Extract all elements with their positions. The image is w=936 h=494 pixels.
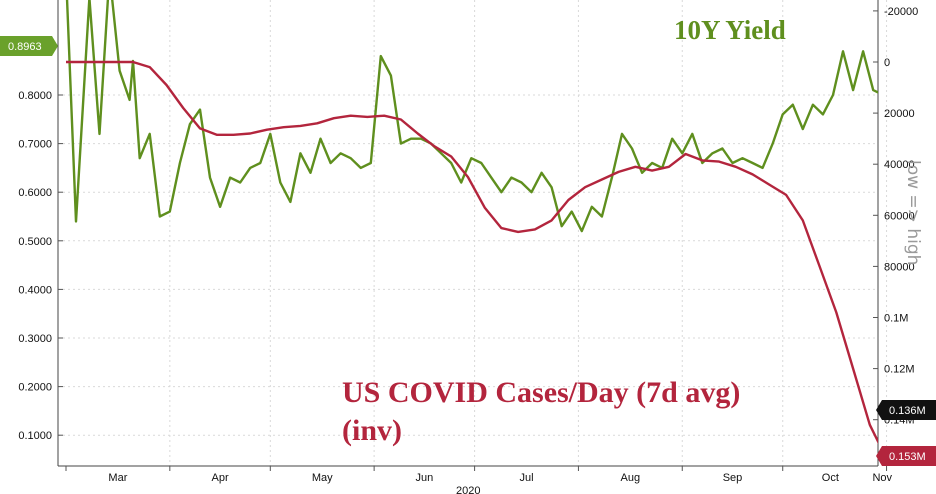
right-tick-label: 80000	[884, 261, 915, 273]
left-axis-ticks: 0.8000 0.7000 0.6000 0.5000 0.4000 0.3000 0.20…	[18, 90, 63, 442]
x-tick-label: Nov	[872, 472, 892, 484]
yield-series-title: 10Y Yield	[674, 15, 786, 45]
yield-series-line	[65, 0, 878, 233]
x-tick-label: Aug	[621, 472, 641, 484]
axes	[57, 0, 879, 467]
yield-badge-pointer	[52, 36, 58, 56]
x-axis-ticks: Mar Apr May Jun Jul Aug Sep Oct Nov	[65, 466, 893, 484]
left-tick-label: 0.6000	[18, 187, 52, 199]
left-tick-label: 0.3000	[18, 333, 52, 345]
year-label: 2020	[456, 485, 480, 494]
cases-series-title: US COVID Cases/Day (7d avg)	[342, 376, 740, 409]
right-tick-label: 40000	[884, 159, 915, 171]
right-tick-label: -20000	[884, 6, 918, 18]
left-tick-label: 0.8000	[18, 90, 52, 102]
right-tick-label: 20000	[884, 108, 915, 120]
cases-badge-dark-pointer	[876, 400, 882, 420]
cases-series-line	[66, 60, 878, 445]
grid-lines	[58, 0, 888, 466]
right-tick-label: 0	[884, 57, 890, 69]
right-tick-label: 0.1M	[884, 313, 908, 325]
cases-badge-dark-value: 0.136M	[889, 405, 926, 417]
left-tick-label: 0.1000	[18, 430, 52, 442]
x-tick-label: May	[312, 472, 333, 484]
yield-badge-value: 0.8963	[8, 41, 42, 53]
right-tick-label: 0.12M	[884, 364, 915, 376]
plot-area	[58, 0, 878, 466]
right-tick-label: 60000	[884, 210, 915, 222]
series-lines	[65, 0, 878, 445]
right-axis-direction-label: low => high	[903, 160, 923, 265]
cases-badge-red-box	[882, 446, 936, 466]
left-tick-label: 0.2000	[18, 382, 52, 394]
cases-badge-red: 0.153M	[876, 446, 936, 466]
x-tick-label: Jun	[415, 472, 433, 484]
plot-background	[58, 0, 878, 466]
yield-badge-box	[0, 36, 52, 56]
cases-series-title-inv: (inv)	[342, 414, 402, 447]
left-tick-label: 0.7000	[18, 139, 52, 151]
yield-last-badge: 0.8963	[0, 36, 58, 56]
x-tick-label: Apr	[212, 472, 229, 484]
left-tick-label: 0.4000	[18, 284, 52, 296]
cases-badge-dark: 0.136M	[876, 400, 936, 420]
x-tick-label: Oct	[822, 472, 839, 484]
x-tick-label: Jul	[519, 472, 533, 484]
cases-badge-red-pointer	[876, 446, 882, 466]
x-tick-label: Mar	[108, 472, 127, 484]
left-tick-label: 0.5000	[18, 236, 52, 248]
cases-badge-dark-box	[882, 400, 936, 420]
x-tick-label: Sep	[723, 472, 743, 484]
cases-badge-red-value: 0.153M	[889, 451, 926, 463]
